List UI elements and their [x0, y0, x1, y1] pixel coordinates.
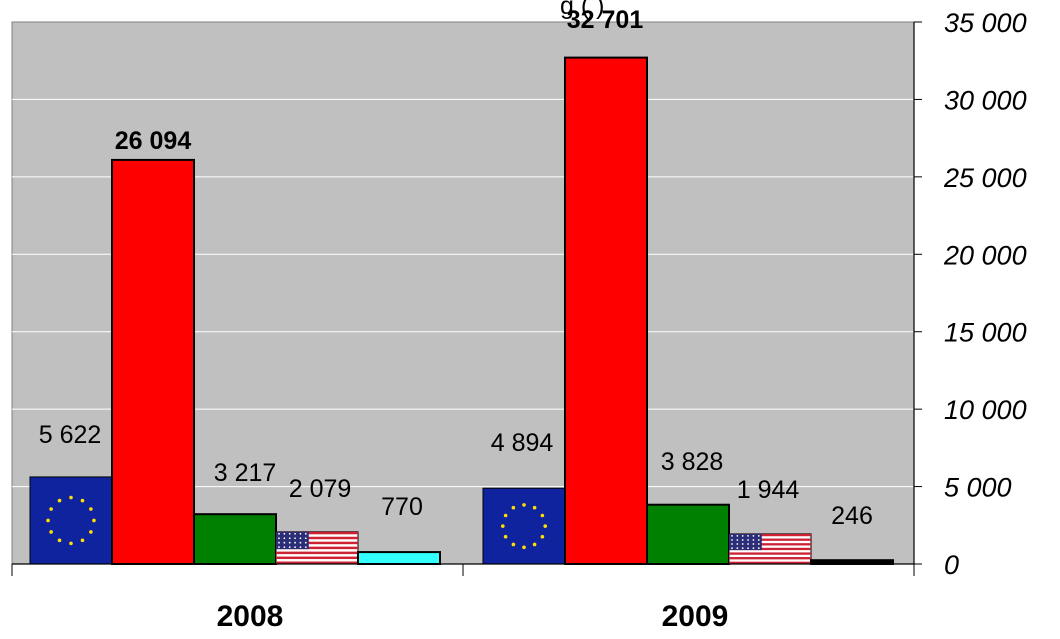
bar [564, 56, 648, 566]
bar [193, 513, 277, 565]
bar [275, 531, 359, 565]
bar [357, 551, 441, 565]
bars [29, 56, 894, 566]
bar [728, 533, 812, 565]
bar [29, 476, 113, 565]
data-label: 32 701 [567, 6, 644, 34]
bar [111, 158, 195, 565]
data-labels: 5 622 4 894 26 094 32 701 3 217 3 828 2 079 1 9… [39, 6, 873, 530]
data-label: 4 894 [491, 429, 554, 457]
y-tick-label: 0 [944, 550, 959, 580]
axes: 0 5 000 10 000 15 000 20 000 25 000 30 000 35 0… [11, 8, 1027, 633]
y-tick-label: 30 000 [944, 85, 1027, 115]
x-category-label: 2008 [217, 600, 284, 633]
y-tick-label: 25 000 [943, 163, 1027, 193]
y-tick-label: 10 000 [944, 395, 1027, 425]
bar [646, 503, 730, 565]
data-label: 1 944 [737, 476, 800, 504]
bar [482, 487, 566, 565]
data-label: 3 217 [214, 459, 277, 487]
y-tick-label: 15 000 [944, 318, 1027, 348]
y-tick-label: 35 000 [944, 8, 1027, 38]
data-label: 246 [831, 502, 873, 530]
data-label: 2 079 [289, 475, 352, 503]
top-fragment: g ( ) [560, 0, 604, 20]
data-label: 26 094 [115, 127, 192, 155]
data-label: 5 622 [39, 421, 102, 449]
y-tick-label: 20 000 [943, 240, 1027, 270]
x-category-label: 2009 [662, 600, 729, 633]
data-label: 770 [381, 493, 423, 521]
data-label: 3 828 [661, 448, 724, 476]
y-tick-label: 5 000 [944, 473, 1012, 503]
